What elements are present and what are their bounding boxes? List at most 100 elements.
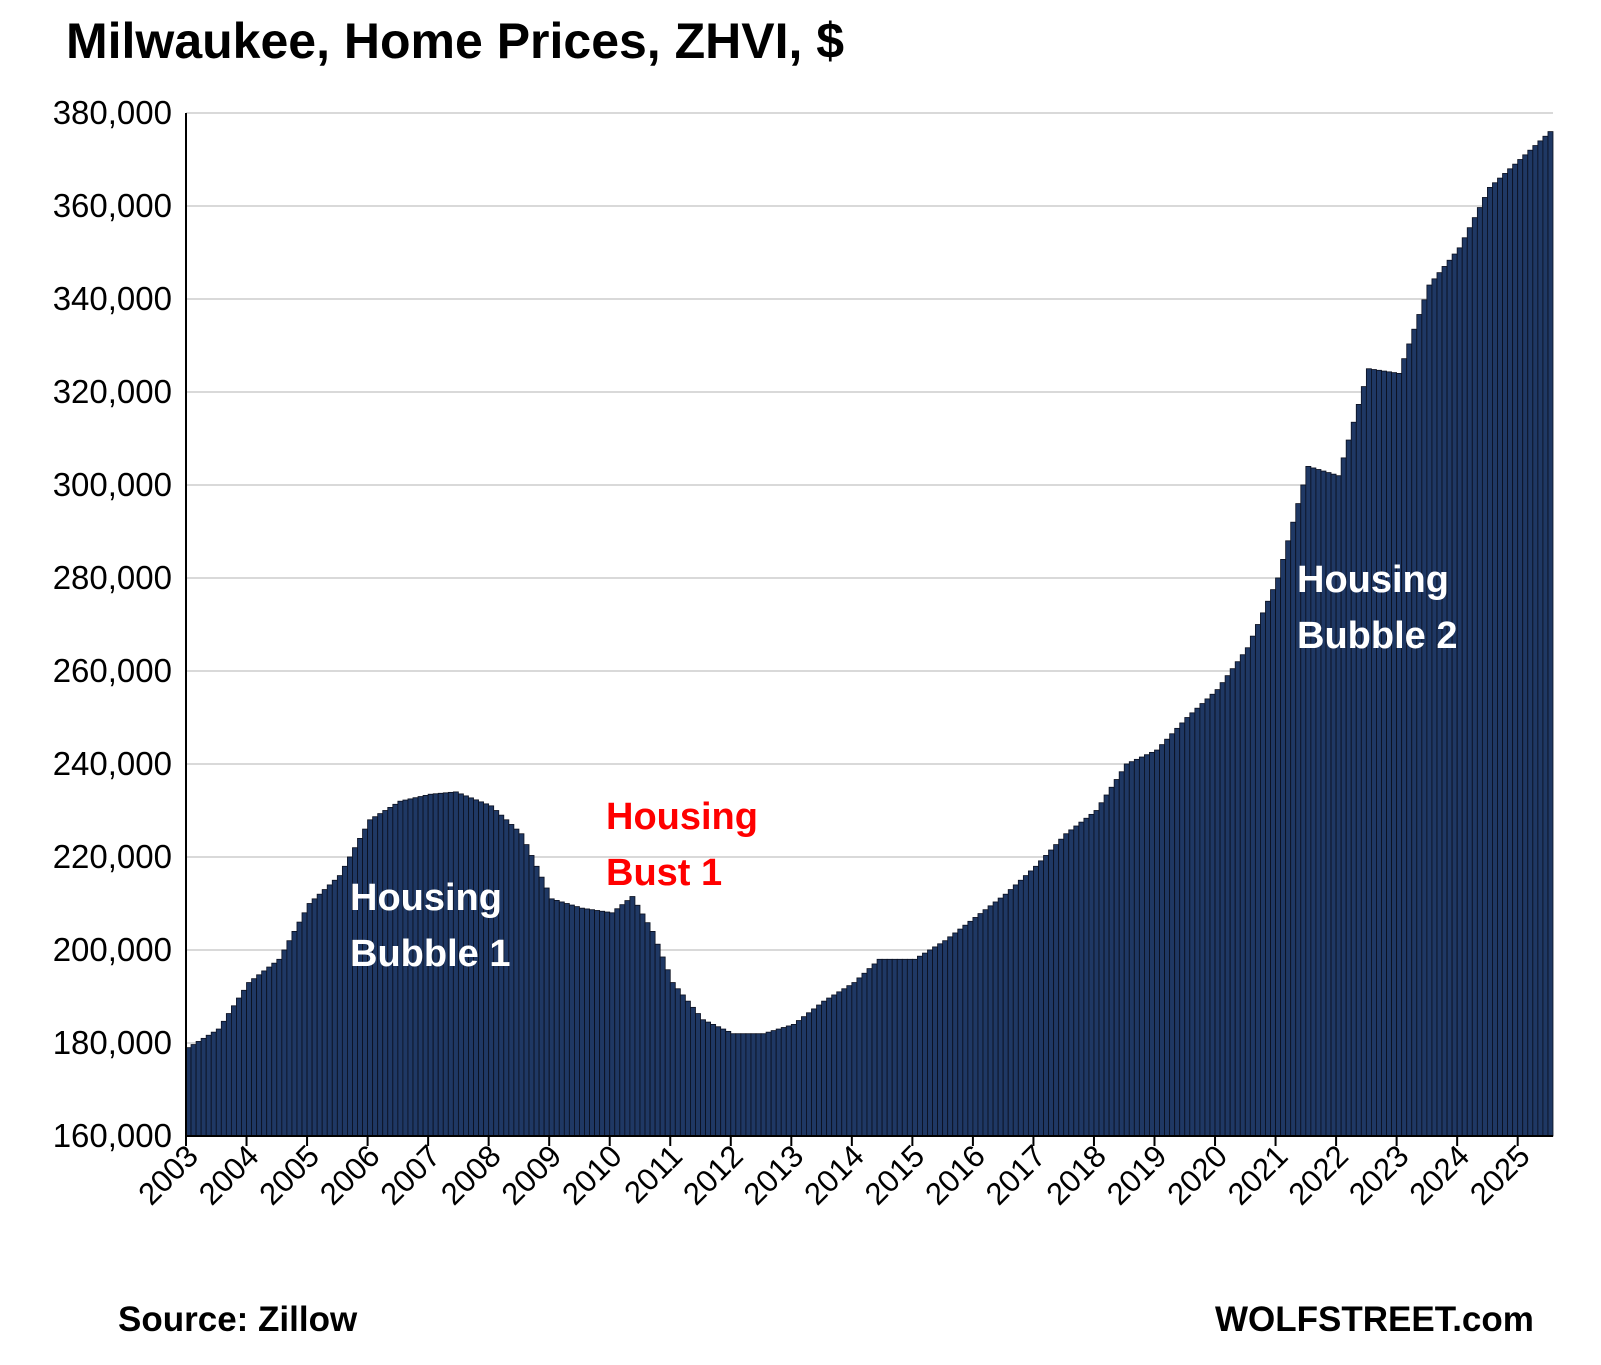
- bar: [1038, 860, 1044, 1137]
- bar: [1391, 372, 1398, 1137]
- bar: [1487, 186, 1493, 1137]
- bar: [1360, 386, 1367, 1137]
- annotation-text: Bubble 1: [350, 933, 510, 975]
- x-tick-label: 2013: [737, 1138, 811, 1212]
- bar: [922, 952, 928, 1137]
- bar: [1113, 779, 1120, 1137]
- bar: [644, 922, 651, 1137]
- bar: [972, 917, 979, 1137]
- bar: [1123, 763, 1130, 1137]
- bar: [962, 924, 969, 1137]
- bar: [563, 903, 570, 1137]
- bar: [568, 904, 575, 1137]
- x-tick-label: 2004: [192, 1138, 266, 1212]
- bar: [1401, 358, 1408, 1137]
- x-tick-label: 2021: [1221, 1138, 1295, 1212]
- bar: [780, 1027, 787, 1137]
- bar: [316, 893, 323, 1137]
- bar: [856, 977, 863, 1137]
- x-tick-label: 2009: [495, 1138, 569, 1212]
- bar: [619, 904, 626, 1137]
- bar: [1542, 135, 1549, 1137]
- annotation-text: Bubble 2: [1297, 615, 1457, 657]
- bar: [1537, 140, 1544, 1137]
- bar: [987, 905, 994, 1137]
- bar: [725, 1030, 732, 1137]
- bar: [1406, 343, 1413, 1137]
- x-tick-label: 2005: [252, 1138, 326, 1212]
- bar: [215, 1028, 222, 1137]
- bar: [715, 1026, 722, 1137]
- bar: [271, 962, 278, 1137]
- bar: [690, 1006, 696, 1137]
- bar: [286, 940, 293, 1137]
- bar: [1224, 675, 1231, 1137]
- bar: [266, 966, 273, 1137]
- bar: [846, 985, 853, 1137]
- bar: [1365, 368, 1372, 1137]
- bar: [1033, 865, 1039, 1137]
- bar: [1411, 328, 1418, 1137]
- bar: [1275, 577, 1282, 1137]
- bar: [695, 1013, 701, 1137]
- bar: [1481, 197, 1488, 1137]
- bar: [700, 1019, 706, 1137]
- y-tick-label: 180,000: [53, 1024, 172, 1061]
- bar: [1048, 849, 1055, 1137]
- bar: [795, 1020, 802, 1137]
- bar: [1522, 154, 1529, 1137]
- bar: [205, 1034, 212, 1137]
- y-tick-label: 160,000: [53, 1117, 172, 1154]
- bar: [664, 969, 671, 1137]
- bar: [836, 991, 843, 1137]
- annotation-text: Housing: [606, 796, 758, 838]
- bar: [841, 988, 848, 1137]
- bar: [649, 931, 656, 1137]
- bar: [326, 884, 333, 1137]
- bar: [195, 1041, 202, 1137]
- y-tick-label: 220,000: [53, 838, 172, 875]
- bar: [896, 958, 903, 1137]
- y-tick-label: 380,000: [53, 94, 172, 131]
- bar: [533, 865, 540, 1137]
- bar: [735, 1033, 742, 1137]
- bar: [1497, 177, 1503, 1137]
- bar: [942, 940, 949, 1137]
- bar: [548, 898, 555, 1137]
- bar: [1471, 217, 1478, 1137]
- bar: [1244, 647, 1251, 1137]
- bar: [886, 958, 893, 1137]
- y-tick-label: 200,000: [53, 931, 172, 968]
- bar: [1199, 703, 1206, 1137]
- bar: [952, 932, 959, 1137]
- bar: [508, 824, 515, 1137]
- x-tick-label: 2014: [797, 1138, 871, 1212]
- bar: [1446, 259, 1453, 1137]
- bar: [624, 900, 631, 1137]
- bar: [1280, 559, 1287, 1137]
- bar: [679, 994, 686, 1137]
- bar: [291, 931, 298, 1137]
- bar: [1345, 439, 1352, 1137]
- bar: [997, 897, 1004, 1137]
- y-tick-labels: 160,000 180,000 200,000 220,000 240,000 260,0…: [53, 94, 172, 1154]
- bar: [1355, 403, 1362, 1137]
- bar: [790, 1024, 797, 1137]
- bar: [1209, 693, 1216, 1137]
- bar: [1376, 369, 1382, 1137]
- bar: [806, 1012, 812, 1137]
- bar: [1144, 754, 1150, 1137]
- bar: [256, 974, 263, 1137]
- bar: [982, 909, 989, 1137]
- bar: [210, 1031, 217, 1137]
- bar: [220, 1020, 227, 1137]
- bar: [1154, 749, 1160, 1137]
- bar: [584, 908, 590, 1137]
- bar: [1043, 855, 1049, 1137]
- bar: [341, 865, 348, 1137]
- bar: [1229, 668, 1236, 1137]
- bar: [372, 816, 379, 1137]
- bar: [1098, 802, 1105, 1137]
- bar: [1189, 712, 1196, 1137]
- annotation-text: Housing: [1297, 559, 1449, 601]
